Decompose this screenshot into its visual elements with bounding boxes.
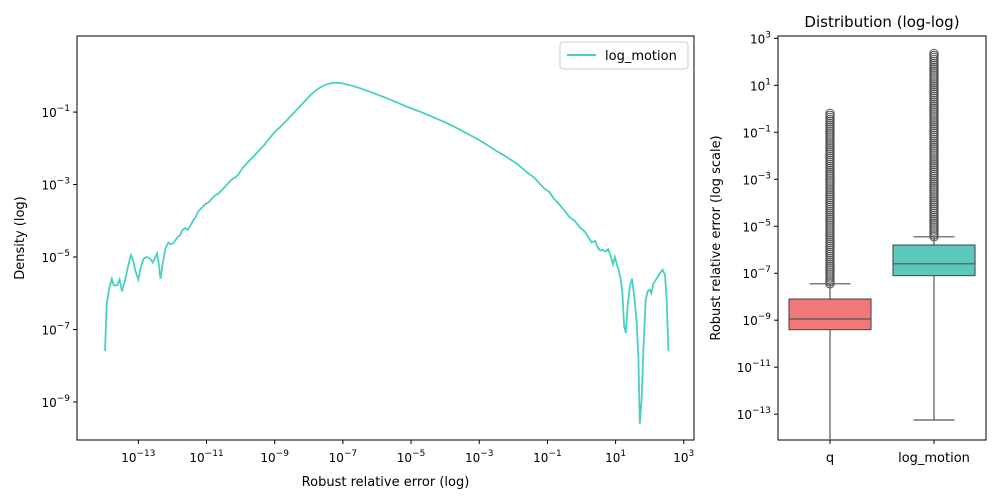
category-label-log-motion: log_motion: [898, 451, 970, 466]
x-tick-label: 10−11: [189, 449, 223, 465]
x-tick-label: 103: [673, 449, 694, 465]
boxplot-area: [788, 48, 976, 440]
y-tick-label: 10−11: [737, 359, 771, 375]
density-x-ticks: 10−13 10−11 10−9 10−7 10−5 10−3 10−1 101 103: [121, 440, 694, 465]
x-tick-label: 10−5: [397, 449, 426, 465]
x-tick-label: 10−1: [533, 449, 562, 465]
boxplot-panel: Distribution (log-log) q log_motion 10−13…: [709, 13, 987, 466]
y-tick-label: 10−3: [742, 171, 771, 187]
x-tick-label: 10−9: [260, 449, 289, 465]
y-tick-label: 10−9: [41, 394, 70, 410]
legend: log_motion: [559, 41, 689, 70]
y-tick-label: 10−7: [742, 265, 771, 281]
x-tick-label: 10−3: [465, 449, 494, 465]
y-tick-label: 103: [750, 30, 771, 46]
density-panel: 10−13 10−11 10−9 10−7 10−5 10−3 10−1 101 103 10−…: [13, 35, 695, 490]
boxplot-frame: [777, 35, 987, 441]
box-q: [788, 108, 872, 440]
y-tick-label: 10−5: [41, 249, 70, 265]
density-y-axis-label: Density (log): [13, 196, 28, 280]
density-y-ticks: 10−9 10−7 10−5 10−3 10−1: [41, 104, 77, 410]
outliers-q: [825, 108, 835, 289]
outliers-log-motion: [929, 48, 939, 242]
legend-box: [559, 41, 689, 70]
density-x-axis-label: Robust relative error (log): [302, 475, 470, 490]
outlier-point: [929, 48, 939, 59]
y-tick-label: 10−1: [742, 124, 771, 140]
iqr-box: [892, 244, 976, 277]
y-tick-label: 10−13: [737, 406, 771, 422]
outlier-point: [825, 108, 835, 119]
y-tick-label: 10−9: [742, 312, 771, 328]
series-line-log-motion: [104, 81, 670, 424]
boxplot-y-ticks: 10−13 10−11 10−9 10−7 10−5 10−3 10−1 101 103: [737, 30, 778, 422]
box-log-motion: [892, 48, 976, 421]
legend-label-log-motion: log_motion: [605, 49, 677, 64]
x-tick-label: 10−7: [329, 449, 358, 465]
y-tick-label: 10−1: [41, 104, 70, 120]
x-tick-label: 101: [605, 449, 626, 465]
boxplot-x-ticks: q log_motion: [826, 440, 970, 466]
boxplot-y-axis-label: Robust relative error (log scale): [709, 135, 724, 340]
x-tick-label: 10−13: [121, 449, 155, 465]
y-tick-label: 10−7: [41, 321, 70, 337]
y-tick-label: 10−5: [742, 218, 771, 234]
category-label-q: q: [826, 451, 834, 466]
boxplot-title: Distribution (log-log): [804, 13, 959, 31]
iqr-box: [788, 298, 872, 331]
y-tick-label: 101: [750, 77, 771, 93]
y-tick-label: 10−3: [41, 177, 70, 193]
density-plot-area: [104, 81, 670, 424]
density-plot-frame: [76, 35, 695, 441]
